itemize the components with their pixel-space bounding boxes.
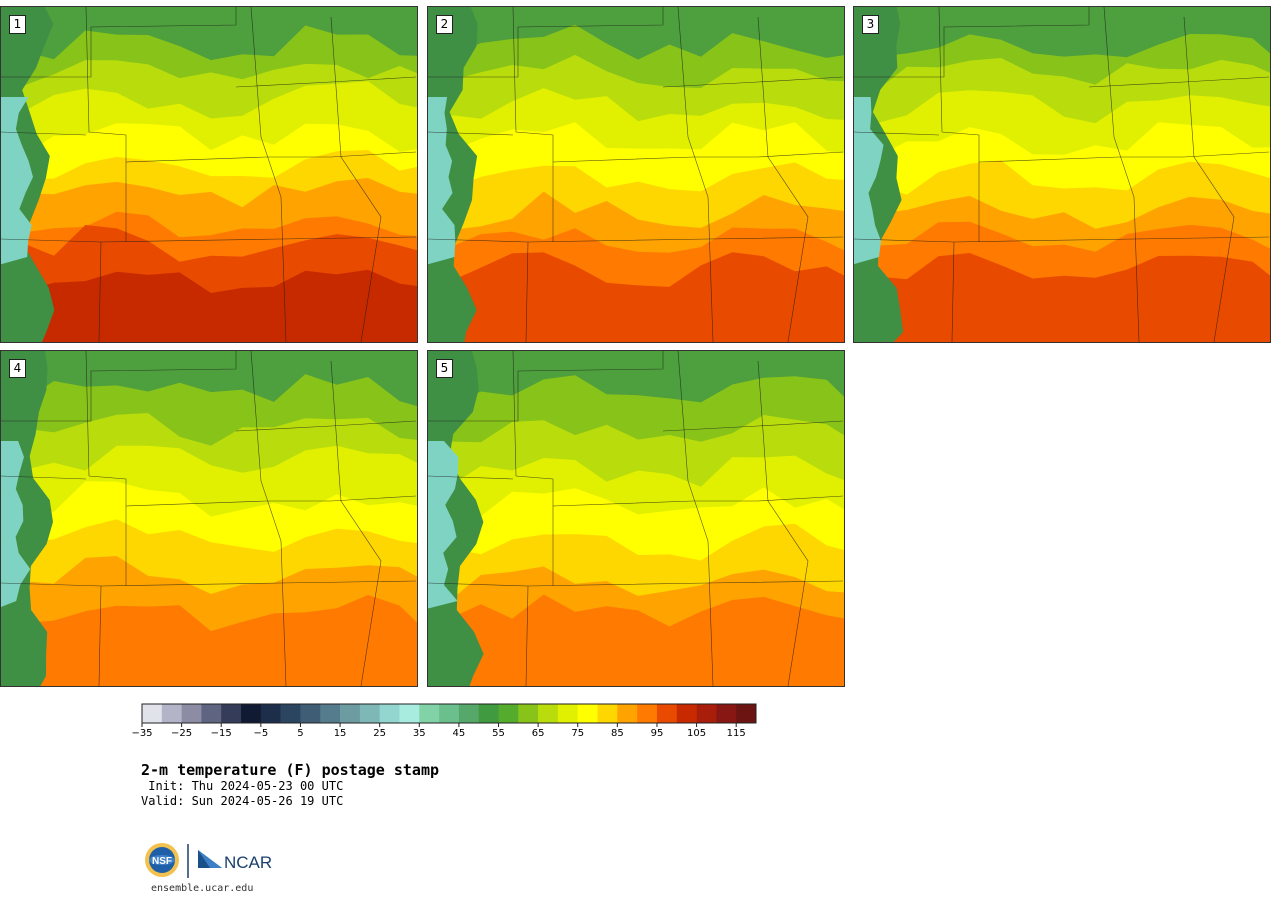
colorbar-tick-label: 95: [650, 728, 664, 739]
stamp-label-2: 2: [436, 15, 453, 34]
colorbar-bin: [142, 704, 163, 723]
svg-text:NSF: NSF: [152, 856, 172, 867]
colorbar-tick-label: 45: [452, 728, 466, 739]
figure-title: 2-m temperature (F) postage stamp: [141, 761, 440, 779]
stamp-map-5: 5: [427, 350, 845, 687]
colorbar-bin: [676, 704, 697, 723]
colorbar-bin: [161, 704, 182, 723]
colorbar-tick-label: −35: [131, 728, 153, 739]
colorbar-bin: [340, 704, 361, 723]
colorbar-bin: [498, 704, 519, 723]
colorbar-tick-label: 15: [333, 728, 347, 739]
colorbar-bin: [716, 704, 737, 723]
ncar-logo-text: NCAR: [224, 853, 272, 872]
colorbar-bin: [696, 704, 717, 723]
stamp-map-2: 2: [427, 6, 845, 343]
colorbar-bin: [538, 704, 559, 723]
stamp-map-1: 1: [0, 6, 418, 343]
colorbar-bin: [656, 704, 678, 723]
colorbar-bin: [736, 704, 757, 723]
colorbar-tick-label: 35: [412, 728, 426, 739]
colorbar-bin: [637, 704, 658, 723]
temperature-field-5: [428, 351, 844, 686]
website-url: ensemble.ucar.edu: [151, 883, 254, 894]
temperature-field-4: [1, 351, 417, 686]
colorbar-bin: [221, 704, 242, 723]
colorbar-bin: [181, 704, 202, 723]
colorbar-bin: [260, 704, 281, 723]
stamp-map-3: 3: [853, 6, 1271, 343]
colorbar-tick-label: 65: [531, 728, 545, 739]
colorbar-tick-label: 105: [687, 728, 707, 739]
colorbar-tick-label: 85: [610, 728, 624, 739]
colorbar-bin: [439, 704, 460, 723]
stamp-map-4: 4: [0, 350, 418, 687]
colorbar-bin: [518, 704, 539, 723]
colorbar-bin: [617, 704, 638, 723]
colorbar-tick-label: 75: [571, 728, 585, 739]
colorbar-bin: [478, 704, 499, 723]
stamp-label-3: 3: [862, 15, 879, 34]
colorbar-bin: [557, 704, 579, 723]
stamp-label-1: 1: [9, 15, 26, 34]
ncar-logo-icon: [198, 850, 222, 868]
colorbar-bin: [458, 704, 480, 723]
colorbar-tick-label: 115: [726, 728, 746, 739]
temperature-field-1: [1, 7, 417, 342]
colorbar-tick-label: 25: [373, 728, 387, 739]
colorbar-bin: [300, 704, 321, 723]
colorbar-bin: [419, 704, 440, 723]
temperature-field-3: [854, 7, 1270, 342]
colorbar-bin: [241, 704, 262, 723]
colorbar-bin: [359, 704, 380, 723]
colorbar-tick-label: −5: [253, 728, 269, 739]
nsf-ncar-logo: NSF NCAR: [145, 843, 272, 878]
colorbar-tick-label: 5: [297, 728, 304, 739]
colorbar-bin: [597, 704, 618, 723]
colorbar-tick-label: 55: [492, 728, 505, 739]
colorbar-tick-label: −25: [171, 728, 193, 739]
colorbar-border: [141, 703, 757, 724]
colorbar-tick-label: −15: [210, 728, 232, 739]
init-time: Init: Thu 2024-05-23 00 UTC: [141, 779, 344, 793]
colorbar-bin: [379, 704, 400, 723]
colorbar-bin: [201, 704, 222, 723]
stamp-label-4: 4: [9, 359, 26, 378]
stamp-label-5: 5: [436, 359, 453, 378]
colorbar-bin: [320, 704, 341, 723]
colorbar-bin: [399, 704, 420, 723]
colorbar-bin: [280, 704, 301, 723]
temperature-colorbar: [141, 703, 757, 727]
temperature-field-2: [428, 7, 844, 342]
valid-time: Valid: Sun 2024-05-26 19 UTC: [141, 794, 344, 808]
nsf-seal-icon: NSF: [145, 843, 179, 877]
colorbar-bin: [577, 704, 598, 723]
